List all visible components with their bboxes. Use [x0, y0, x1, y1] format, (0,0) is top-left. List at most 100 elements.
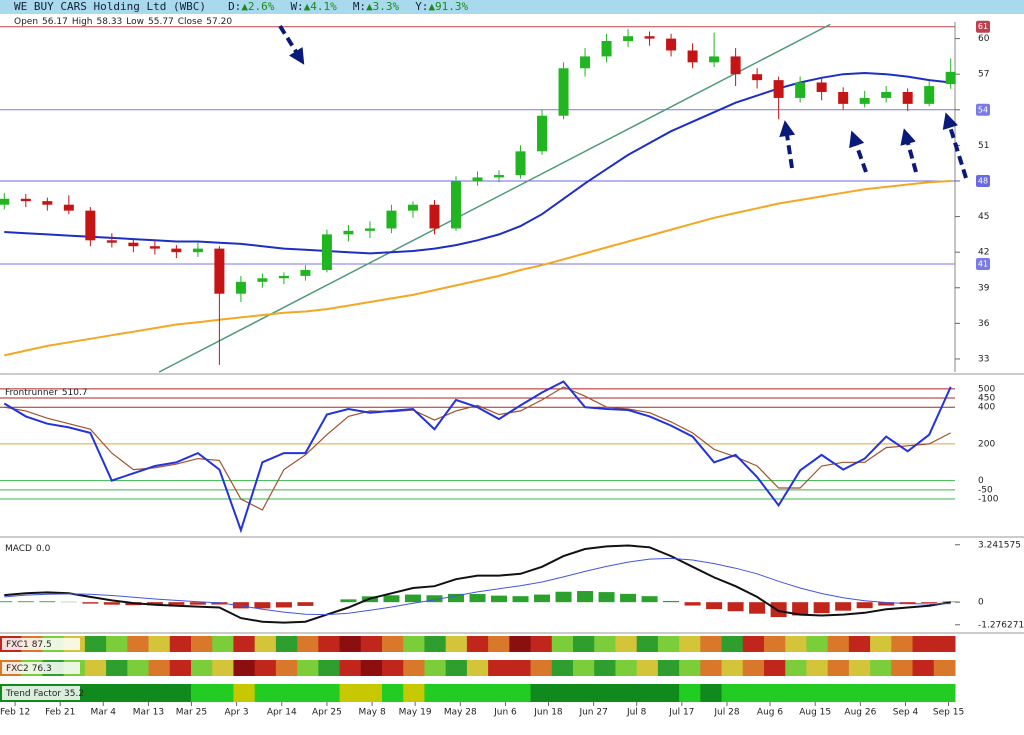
- candle-body: [0, 198, 10, 205]
- macd-line: [4, 557, 951, 616]
- change-value: ▲91.3%: [428, 0, 469, 13]
- heat-cell: [806, 660, 829, 676]
- heat-cell: [785, 660, 807, 676]
- change-item: M:▲3.3%: [353, 0, 399, 14]
- candle-body: [580, 56, 591, 69]
- heat-cell: [148, 684, 171, 702]
- heat-cell: [530, 660, 553, 676]
- candle-body: [752, 74, 763, 81]
- histogram-bar: [254, 602, 271, 609]
- x-tick-label: Mar 25: [176, 708, 207, 718]
- ohlc-value: 56.17: [42, 17, 68, 27]
- heat-cell: [84, 636, 107, 652]
- y-tick-label: -50: [978, 485, 993, 495]
- heat-cell: [636, 660, 659, 676]
- heat-cell: [891, 684, 914, 702]
- panel-title-value: 510.7: [62, 388, 88, 398]
- heat-cell: [424, 636, 447, 652]
- candle-body: [386, 210, 397, 229]
- heat-cell: [785, 684, 807, 702]
- histogram-bar: [641, 596, 658, 603]
- heat-cell: [318, 660, 341, 676]
- heat-cell: [551, 660, 574, 676]
- heat-cell: [424, 660, 447, 676]
- x-tick-label: Feb 21: [45, 708, 75, 718]
- heat-cell: [573, 660, 595, 676]
- panel-title-value: 0.0: [36, 544, 51, 554]
- candle-body: [407, 204, 418, 211]
- strip-label: FXC1 87.5: [6, 640, 52, 650]
- heat-cell: [254, 684, 277, 702]
- heat-cell: [318, 636, 341, 652]
- heat-cell: [679, 660, 701, 676]
- histogram-bar: [447, 593, 464, 603]
- heat-cell: [509, 684, 532, 702]
- heat-cell: [297, 660, 319, 676]
- heat-cell: [191, 636, 213, 652]
- change-label: M:: [352, 0, 367, 13]
- candle-body: [730, 56, 741, 75]
- heat-cell: [848, 660, 871, 676]
- y-tick-label: 450: [978, 394, 995, 404]
- candle-body: [192, 248, 203, 253]
- heat-cell: [933, 660, 956, 676]
- histogram-bar: [727, 602, 744, 612]
- x-tick-label: May 8: [359, 708, 386, 718]
- y-tick-label: 200: [978, 439, 995, 449]
- x-tick-label: Apr 25: [312, 708, 342, 718]
- candle-body: [171, 248, 182, 253]
- heat-cell: [742, 636, 765, 652]
- histogram-bar: [17, 601, 34, 603]
- histogram-bar: [404, 594, 421, 603]
- heat-cell: [360, 660, 383, 676]
- y-tick-label: -1.276271: [978, 620, 1024, 630]
- heat-cell: [254, 636, 277, 652]
- histogram-bar: [491, 595, 508, 603]
- x-tick-label: Jun 6: [493, 708, 517, 718]
- histogram-bar: [792, 602, 809, 616]
- heat-cell: [848, 684, 871, 702]
- heat-cell: [466, 636, 489, 652]
- level-label-box: [976, 174, 990, 187]
- histogram-bar: [189, 602, 206, 605]
- candle-body: [494, 175, 505, 178]
- histogram-bar: [426, 595, 443, 603]
- candle-body: [859, 97, 870, 104]
- x-tick-label: May 28: [444, 708, 477, 718]
- heat-cell: [764, 684, 786, 702]
- candle-body: [257, 278, 268, 282]
- candle-body: [558, 68, 569, 116]
- strip-label-value: 87.5: [32, 640, 52, 650]
- change-value: ▲2.6%: [241, 0, 275, 13]
- heat-cell: [742, 660, 765, 676]
- heat-cell: [764, 660, 786, 676]
- heat-cell: [106, 636, 128, 652]
- heat-cell: [933, 636, 956, 652]
- heat-cell: [254, 660, 277, 676]
- heat-cell: [615, 660, 638, 676]
- heat-cell: [360, 684, 383, 702]
- y-tick-label: 39: [978, 283, 990, 293]
- heat-cell: [509, 636, 532, 652]
- heat-cell: [679, 636, 701, 652]
- strip-label-box: [2, 662, 80, 674]
- x-tick-label: Jun 27: [578, 708, 607, 718]
- histogram-bar: [878, 602, 895, 606]
- heat-cell: [382, 660, 404, 676]
- heat-cell: [764, 636, 786, 652]
- level-label-box: [976, 103, 990, 116]
- histogram-bar: [275, 602, 292, 608]
- strip-label-box: [2, 686, 80, 700]
- x-tick-label: Jul 28: [713, 708, 739, 718]
- panel-title: MACD 0.0: [5, 544, 51, 554]
- x-tick-label: Aug 6: [757, 708, 783, 718]
- heat-cell: [657, 636, 680, 652]
- ohlc-value: 58.33: [96, 17, 123, 27]
- heat-cell: [573, 636, 595, 652]
- histogram-bar: [620, 593, 637, 603]
- candle-body: [623, 36, 634, 41]
- heat-cell: [721, 636, 744, 652]
- histogram-bar: [942, 601, 959, 603]
